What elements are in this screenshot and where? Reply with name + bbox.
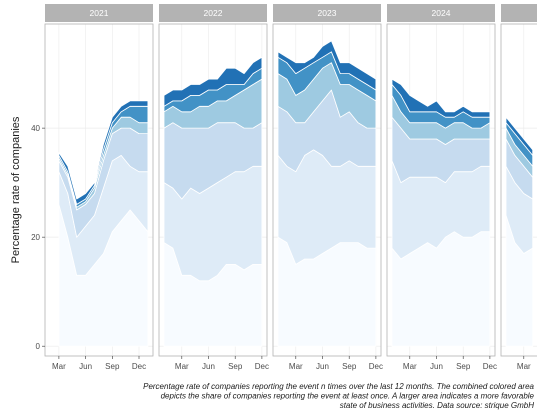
area-layer (391, 78, 491, 118)
y-tick-label: 0 (36, 342, 41, 351)
y-tick-label: 20 (31, 233, 40, 242)
facet: 2024 Mar Jun Sep Dec (386, 4, 497, 371)
x-tick-label: Jun (79, 362, 92, 371)
caption: state of business activities. Data sourc… (340, 401, 535, 410)
area-layer (277, 40, 377, 91)
x-tick-label: Dec (132, 362, 146, 371)
x-tick-label: Mar (517, 362, 531, 371)
panel-border (386, 23, 496, 357)
facet-title: 2022 (204, 8, 223, 18)
facet: 2025Mar (500, 4, 537, 371)
caption: depicts the share of companies reporting… (161, 392, 535, 401)
facet-strip (387, 4, 495, 22)
facet: 2023 Mar Jun Sep Dec (272, 4, 383, 371)
facet: 2022 Mar Jun Sep Dec (158, 4, 269, 371)
x-tick-label: Sep (456, 362, 471, 371)
panel-border (500, 23, 537, 357)
facet-title: 2024 (432, 8, 451, 18)
area-layer (505, 116, 534, 156)
y-axis-title: Percentage rate of companies (10, 116, 22, 263)
area-layer (163, 56, 263, 107)
y-tick-label: 40 (31, 124, 40, 133)
facet-title: 2021 (90, 8, 109, 18)
panel-border (158, 23, 268, 357)
x-tick-label: Jun (316, 362, 329, 371)
x-tick-label: Sep (342, 362, 357, 371)
facet-strip (273, 4, 381, 22)
panel-border (272, 23, 382, 357)
area-layer (58, 100, 149, 205)
x-tick-label: Dec (369, 362, 383, 371)
caption: Percentage rate of companies reporting t… (143, 382, 534, 391)
x-tick-label: Mar (403, 362, 417, 371)
x-tick-label: Dec (255, 362, 269, 371)
facet-strip (45, 4, 153, 22)
facet-strip (159, 4, 267, 22)
facet: 2021 Mar Jun Sep Dec (44, 4, 154, 371)
panels: 2021 Mar Jun Sep Dec 2022 Mar Jun Sep Dec 2023 Mar J… (44, 4, 537, 371)
panel-border (44, 23, 154, 357)
x-tick-label: Mar (52, 362, 66, 371)
x-tick-label: Jun (202, 362, 215, 371)
x-tick-label: Mar (289, 362, 303, 371)
facet-strip (501, 4, 537, 22)
x-tick-label: Dec (483, 362, 497, 371)
x-tick-label: Mar (175, 362, 189, 371)
facet-title: 2023 (318, 8, 337, 18)
x-tick-label: Sep (105, 362, 120, 371)
x-tick-label: Jun (430, 362, 443, 371)
x-tick-label: Sep (228, 362, 243, 371)
